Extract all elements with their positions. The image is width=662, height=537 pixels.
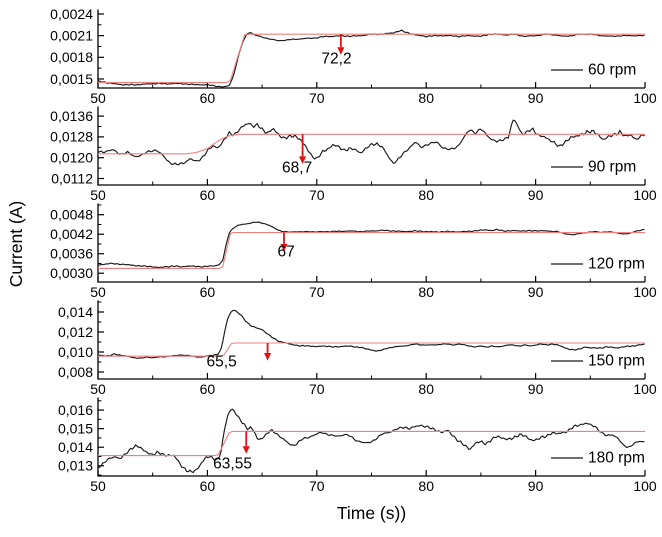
- x-tick-label: 90: [528, 381, 544, 397]
- y-tick-label: 0,013: [58, 458, 93, 474]
- x-tick-label: 90: [528, 187, 544, 203]
- x-tick-label: 100: [633, 284, 657, 300]
- subplot-180-rpm: 50 60 70 80 90 100 0,013 0,014 0,015 0,016 63,55 18…: [58, 397, 657, 494]
- annotation-label: 67: [278, 244, 295, 261]
- y-tick-label: 0,0018: [50, 49, 93, 65]
- y-tick-label: 0,0036: [50, 246, 93, 262]
- x-tick-label: 60: [200, 478, 216, 494]
- subplot-90-rpm: 50 60 70 80 90 100 0,0112 0,0120 0,0128 0,0136 68,…: [50, 106, 657, 203]
- y-axis-title: Current (A): [6, 200, 26, 288]
- subplot-60-rpm: 50 60 70 80 90 100 0,0015 0,0018 0,0021 0,0024 72,…: [50, 6, 657, 106]
- fit-line: [98, 342, 645, 357]
- x-tick-label: 50: [90, 478, 106, 494]
- x-tick-label: 80: [418, 187, 434, 203]
- legend-label: 180 rpm: [588, 450, 645, 467]
- annotation-label: 63,55: [213, 455, 252, 472]
- y-tick-label: 0,0120: [50, 150, 93, 166]
- x-tick-label: 60: [200, 187, 216, 203]
- series-line: [97, 119, 645, 166]
- fit-line: [98, 133, 645, 155]
- x-tick-label: 50: [90, 187, 106, 203]
- legend-label: 60 rpm: [588, 62, 636, 79]
- x-tick-label: 70: [309, 284, 325, 300]
- y-tick-label: 0,0128: [50, 129, 93, 145]
- annotation-arrow-head: [337, 47, 345, 55]
- annotation-label: 68,7: [282, 160, 312, 177]
- x-tick-label: 80: [418, 284, 434, 300]
- x-tick-label: 90: [528, 90, 544, 106]
- legend: 150 rpm: [551, 353, 645, 370]
- annotation: 63,55: [213, 431, 252, 472]
- legend: 90 rpm: [551, 159, 636, 176]
- fit-line: [98, 430, 645, 457]
- subplot-150-rpm: 50 60 70 80 90 100 0,008 0,010 0,012 0,014 65,5 150…: [58, 300, 657, 397]
- x-tick-label: 60: [200, 284, 216, 300]
- x-tick-label: 60: [200, 90, 216, 106]
- y-tick-label: 0,0048: [50, 207, 93, 223]
- x-tick-label: 50: [90, 284, 106, 300]
- x-axis-title: Time (s)): [336, 503, 407, 523]
- legend-label: 150 rpm: [588, 353, 645, 370]
- annotation: 68,7: [282, 134, 312, 177]
- x-tick-label: 100: [633, 478, 657, 494]
- legend-label: 120 rpm: [588, 256, 645, 273]
- fit-line: [98, 33, 645, 84]
- x-tick-label: 100: [633, 187, 657, 203]
- annotation: 67: [278, 232, 295, 261]
- y-tick-label: 0,0021: [50, 27, 93, 43]
- x-tick-label: 90: [528, 284, 544, 300]
- x-tick-label: 80: [418, 381, 434, 397]
- y-tick-label: 0,0136: [50, 108, 93, 124]
- series-line: [97, 309, 645, 359]
- annotation-arrow-head: [298, 156, 307, 164]
- x-tick-label: 70: [309, 90, 325, 106]
- y-tick-label: 0,0042: [50, 226, 93, 242]
- y-tick-label: 0,0112: [51, 170, 93, 186]
- y-tick-label: 0,016: [58, 402, 93, 418]
- y-tick-label: 0,014: [58, 439, 93, 455]
- series-line: [97, 29, 645, 88]
- annotation-arrow-head: [242, 446, 250, 454]
- y-tick-label: 0,0015: [50, 71, 93, 87]
- x-tick-label: 80: [418, 478, 434, 494]
- series-line: [97, 408, 645, 474]
- y-tick-label: 0,015: [58, 420, 93, 436]
- x-tick-label: 70: [309, 187, 325, 203]
- annotation: 72,2: [321, 34, 352, 67]
- subplot-120-rpm: 50 60 70 80 90 100 0,0030 0,0036 0,0042 0,0048 67 1…: [50, 203, 657, 300]
- x-tick-label: 60: [200, 381, 216, 397]
- legend: 180 rpm: [551, 450, 645, 467]
- x-tick-label: 100: [633, 90, 657, 106]
- x-tick-label: 100: [633, 381, 657, 397]
- annotation-label: 65,5: [207, 354, 237, 371]
- y-tick-label: 0,0024: [50, 6, 93, 22]
- x-tick-label: 50: [90, 381, 106, 397]
- legend-label: 90 rpm: [588, 159, 636, 176]
- annotation: 65,5: [207, 343, 272, 371]
- y-tick-label: 0,0030: [50, 265, 93, 281]
- y-tick-label: 0,012: [58, 324, 93, 340]
- x-tick-label: 70: [309, 478, 325, 494]
- fit-line: [98, 232, 645, 269]
- x-tick-label: 80: [418, 90, 434, 106]
- y-tick-label: 0,010: [58, 344, 93, 360]
- annotation-arrow-head: [263, 353, 272, 361]
- y-tick-label: 0,008: [58, 364, 93, 380]
- y-tick-label: 0,014: [58, 304, 93, 320]
- legend: 60 rpm: [551, 62, 636, 79]
- x-tick-label: 70: [309, 381, 325, 397]
- legend: 120 rpm: [551, 256, 645, 273]
- annotation-arrow-head: [280, 243, 288, 252]
- x-tick-label: 50: [90, 90, 106, 106]
- series-line: [97, 221, 645, 269]
- x-tick-label: 90: [528, 478, 544, 494]
- annotation-label: 72,2: [321, 50, 351, 67]
